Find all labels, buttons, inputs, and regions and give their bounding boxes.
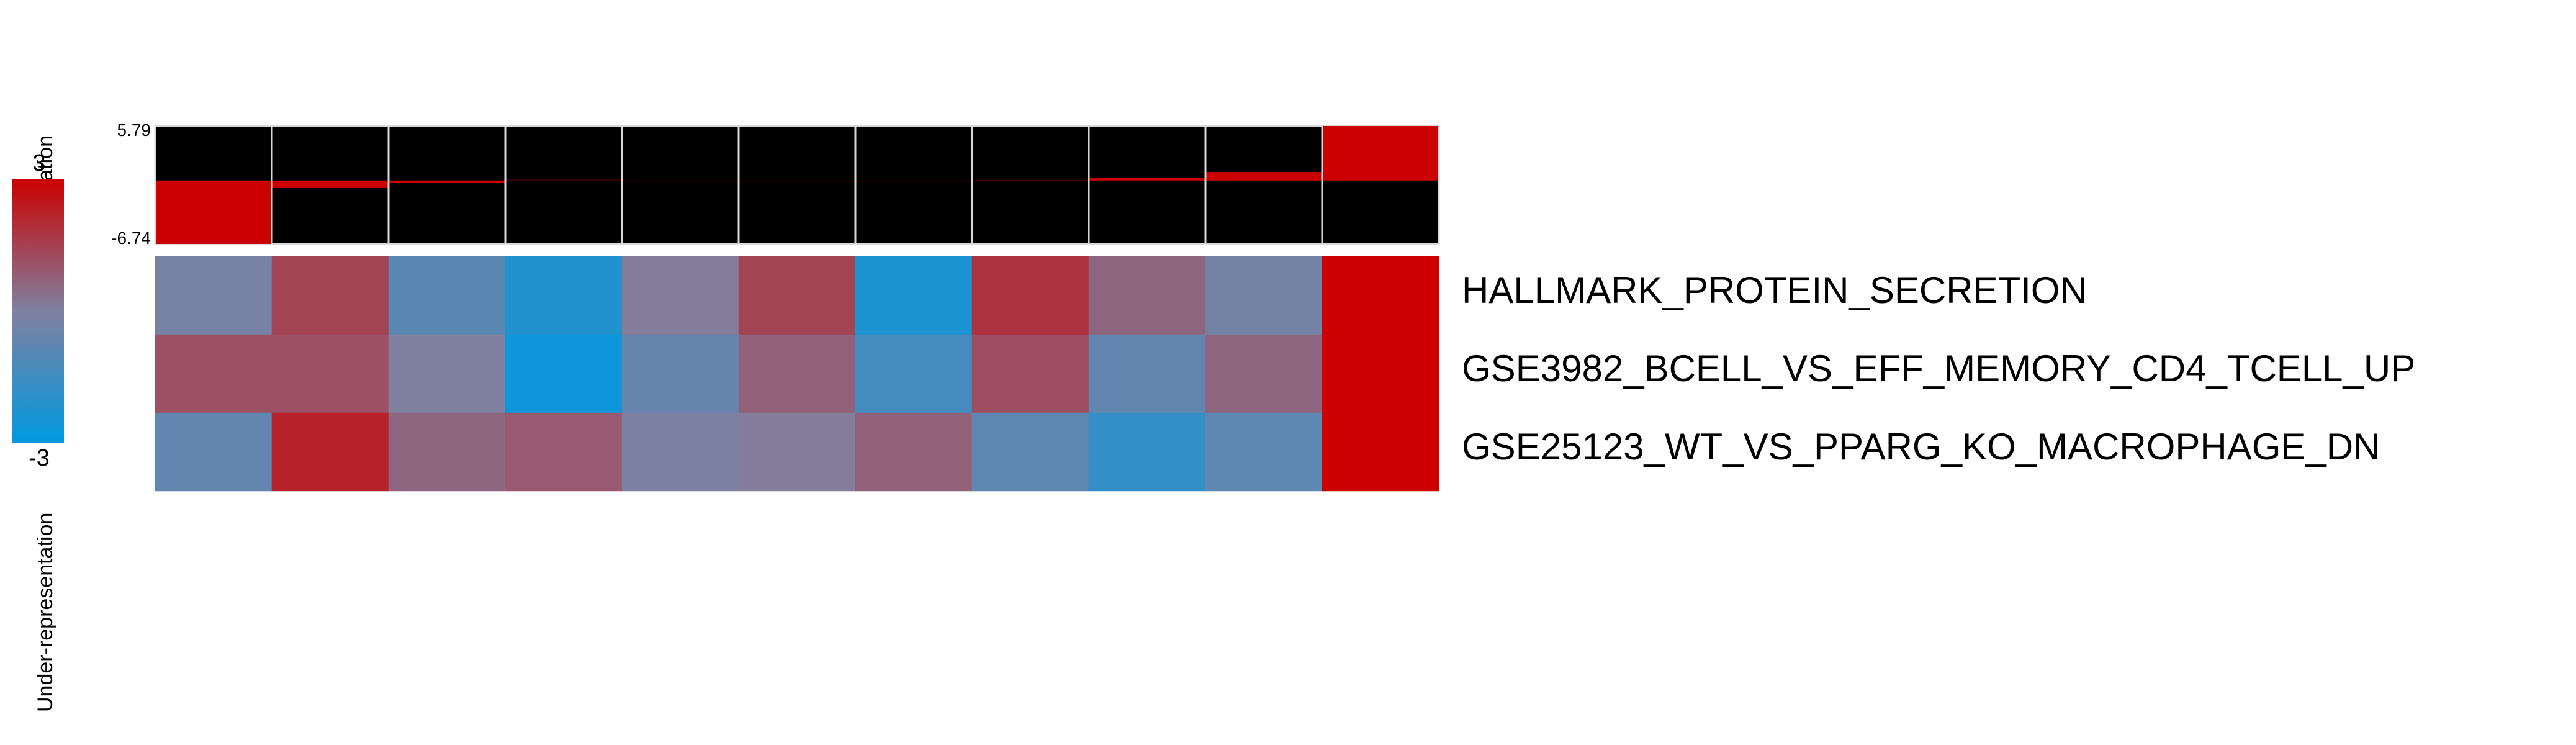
row-label: HALLMARK_PROTEIN_SECRETION: [1462, 269, 2087, 311]
heatmap-cell: [388, 334, 506, 413]
heatmap-cell: [738, 412, 856, 492]
bar-strip: [154, 125, 1440, 245]
heatmap-cells: [155, 256, 1439, 492]
bar-mark: [389, 180, 505, 183]
heatmap-cell: [971, 334, 1089, 413]
heatmap-cell: [1088, 256, 1206, 335]
heatmap-cell: [155, 256, 272, 335]
color-legend: Over-representation 3 -3 Under-represent…: [12, 135, 64, 712]
bar-background: [1204, 125, 1323, 245]
bar-mark: [623, 180, 738, 182]
bar-mark: [856, 180, 971, 182]
heatmap-cell: [1205, 256, 1323, 335]
heatmap-cell: [155, 412, 272, 492]
bar-mark: [1089, 178, 1205, 181]
legend-gradient-bar: [12, 179, 64, 443]
bar-background: [737, 125, 857, 245]
bar-background: [504, 125, 623, 245]
bar-background: [1088, 125, 1207, 245]
bar-mark: [272, 180, 388, 188]
bar-mark: [156, 180, 271, 244]
heatmap-cell: [271, 412, 389, 492]
heatmap-cell: [621, 334, 739, 413]
heatmap-cell: [505, 256, 623, 335]
heatmap-cell: [971, 256, 1089, 335]
heatmap-cell: [738, 256, 856, 335]
heatmap-cell: [505, 412, 623, 492]
heatmap-cell: [388, 256, 506, 335]
heatmap-cell: [1088, 334, 1206, 413]
heatmap-cell: [855, 256, 973, 335]
bar-background: [971, 125, 1090, 245]
heatmap-cell: [271, 334, 389, 413]
bar-background: [387, 125, 507, 245]
heatmap-cell: [855, 412, 973, 492]
bar-mark: [1206, 172, 1322, 181]
heatmap-cell: [738, 334, 856, 413]
bar-background: [621, 125, 740, 245]
bar-mark: [739, 180, 855, 182]
heatmap-cell: [1322, 412, 1439, 492]
legend-bottom-label: Under-representation: [34, 513, 57, 712]
heatmap-cell: [855, 334, 973, 413]
bar-axis-max-label: 5.79: [117, 120, 151, 140]
heatmap-cell: [505, 334, 623, 413]
row-label: GSE25123_WT_VS_PPARG_KO_MACROPHAGE_DN: [1462, 426, 2380, 467]
row-label: GSE3982_BCELL_VS_EFF_MEMORY_CD4_TCELL_UP: [1462, 348, 2415, 389]
legend-max-label: 3: [32, 150, 45, 176]
heatmap-cell: [1088, 412, 1206, 492]
heatmap-cell: [388, 412, 506, 492]
heatmap-cell: [155, 334, 272, 413]
bar-mark: [1323, 126, 1438, 181]
heatmap-cell: [1205, 412, 1323, 492]
bar-background: [854, 125, 973, 245]
heatmap-cell: [621, 412, 739, 492]
heatmap-cell: [1322, 334, 1439, 413]
bar-axis-min-label: -6.74: [111, 228, 151, 248]
bar-mark: [973, 180, 1088, 181]
heatmap-cell: [971, 412, 1089, 492]
bar-mark: [506, 179, 621, 181]
legend-min-label: -3: [29, 445, 50, 471]
heatmap-cell: [621, 256, 739, 335]
heatmap-cell: [271, 256, 389, 335]
heatmap-cell: [1205, 334, 1323, 413]
heatmap-cell: [1322, 256, 1439, 335]
